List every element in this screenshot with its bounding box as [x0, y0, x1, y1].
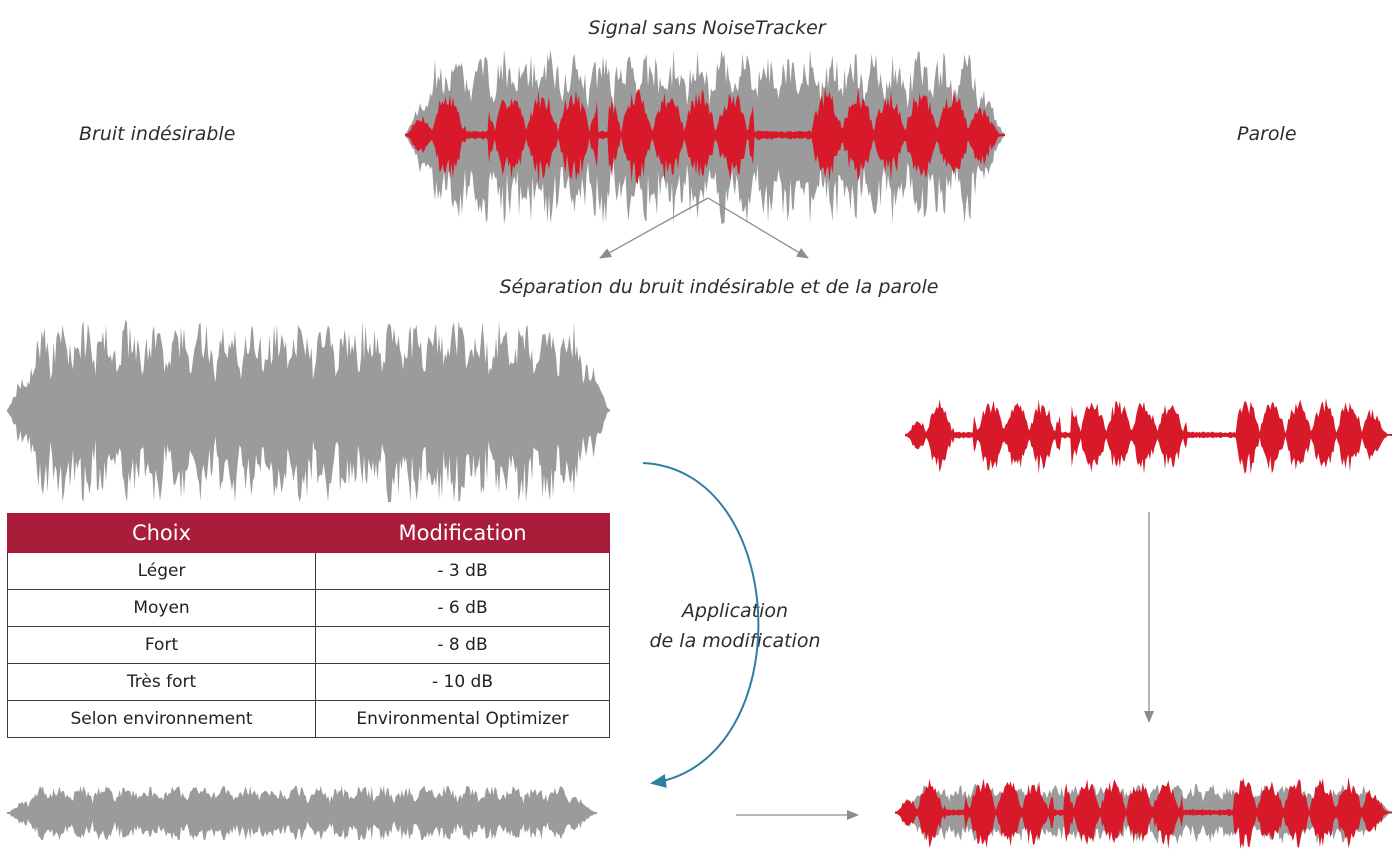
reduced-noise-wave — [7, 786, 597, 840]
choice-cell: Très fort — [7, 663, 316, 701]
output-waveform — [895, 777, 1392, 849]
apply-label-line1: Application — [681, 600, 789, 622]
speech-label: Parole — [1237, 123, 1297, 145]
noise-waveform — [7, 319, 610, 502]
output-speech-wave — [895, 777, 1392, 849]
modification-cell: - 10 dB — [315, 663, 610, 701]
separation-label: Séparation du bruit indésirable et de la… — [499, 276, 939, 298]
modification-cell: - 8 dB — [315, 626, 610, 664]
choice-cell: Moyen — [7, 589, 316, 627]
apply-label-line2: de la modification — [649, 630, 821, 652]
table-row: Selon environnement Environmental Optimi… — [7, 700, 610, 738]
combined-waveform — [405, 49, 1005, 224]
combined-speech-wave — [405, 87, 1005, 185]
header-modification: Modification — [315, 513, 610, 553]
noise-wave — [7, 319, 610, 502]
table-header-row: Choix Modification — [7, 513, 610, 553]
split-arrow-left — [599, 197, 709, 259]
choice-cell: Selon environnement — [7, 700, 316, 738]
table-row: Léger - 3 dB — [7, 552, 610, 590]
table-row: Fort - 8 dB — [7, 626, 610, 664]
speech-wave — [905, 398, 1392, 474]
modification-cell: - 6 dB — [315, 589, 610, 627]
modification-cell: - 3 dB — [315, 552, 610, 590]
split-arrow-right — [707, 197, 809, 259]
modification-table: Choix Modification Léger - 3 dB Moyen - … — [7, 513, 610, 738]
reduced-noise-waveform — [7, 786, 597, 840]
apply-modification-label: Application de la modification — [635, 596, 835, 656]
table-row: Moyen - 6 dB — [7, 589, 610, 627]
apply-curved-arrow — [642, 462, 760, 788]
choice-cell: Fort — [7, 626, 316, 664]
table-row: Très fort - 10 dB — [7, 663, 610, 701]
noise-label: Bruit indésirable — [79, 123, 236, 145]
modification-cell: Environmental Optimizer — [315, 700, 610, 738]
speech-waveform — [905, 398, 1392, 474]
header-choix: Choix — [7, 513, 316, 553]
choice-cell: Léger — [7, 552, 316, 590]
signal-title: Signal sans NoiseTracker — [588, 17, 826, 39]
